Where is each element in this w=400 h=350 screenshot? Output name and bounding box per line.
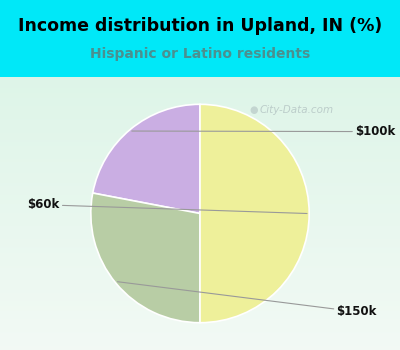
Wedge shape	[200, 104, 309, 323]
Text: ●: ●	[249, 105, 258, 115]
Text: Income distribution in Upland, IN (%): Income distribution in Upland, IN (%)	[18, 17, 382, 35]
Text: $150k: $150k	[118, 282, 377, 318]
Text: $100k: $100k	[132, 125, 395, 138]
Wedge shape	[93, 104, 200, 214]
Text: City-Data.com: City-Data.com	[260, 105, 334, 115]
Text: Hispanic or Latino residents: Hispanic or Latino residents	[90, 47, 310, 61]
Wedge shape	[91, 193, 200, 323]
Text: $60k: $60k	[28, 198, 307, 214]
